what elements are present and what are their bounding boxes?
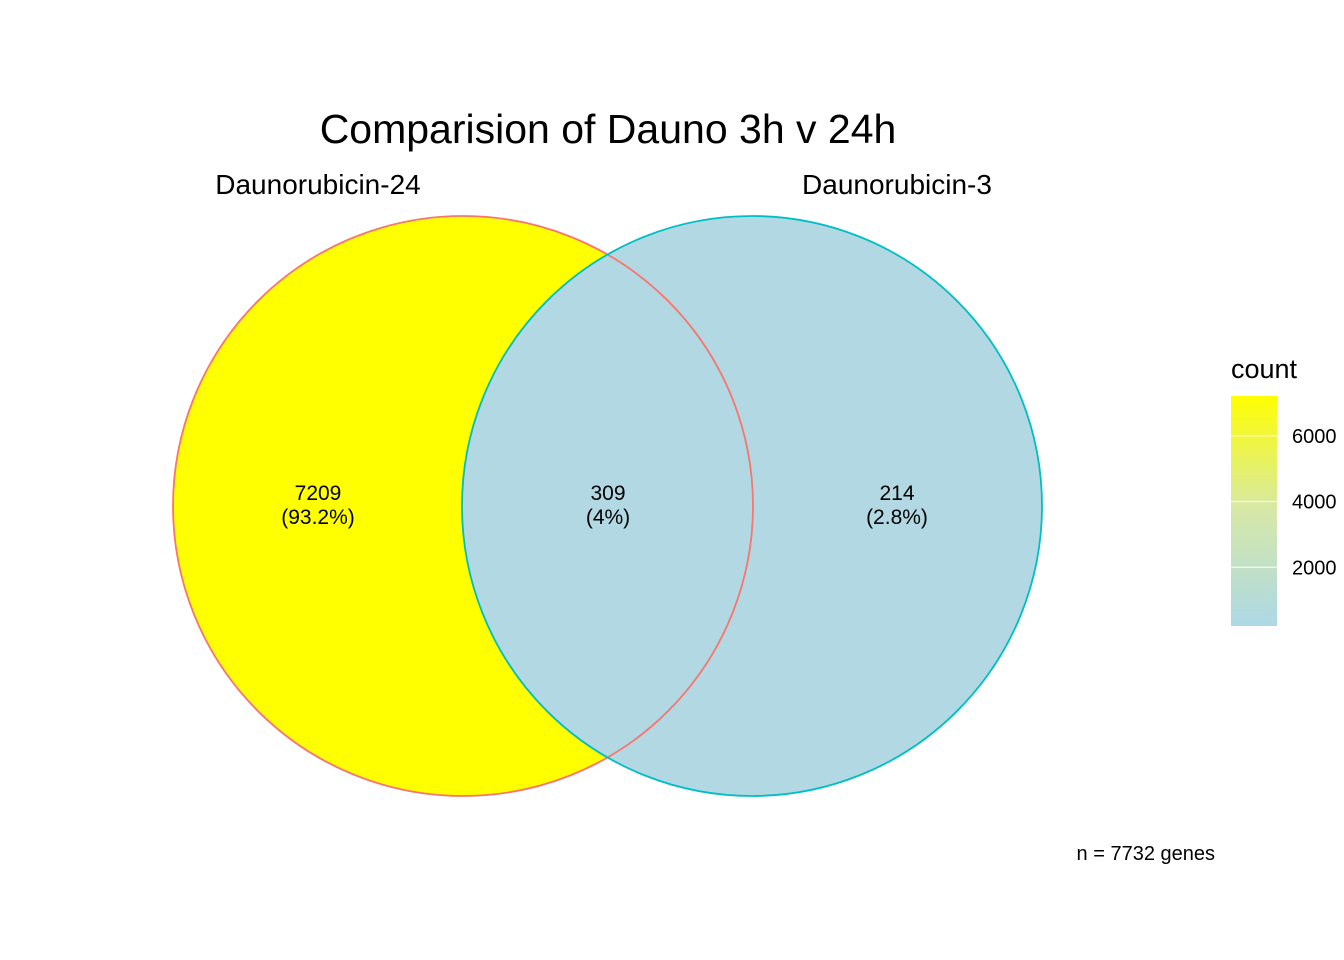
legend-ticks: 6000 4000 2000 [1231,426,1337,579]
set-label-daunorubicin-3: Daunorubicin-3 [802,169,992,200]
caption: n = 7732 genes [1077,843,1215,865]
legend-tick-label: 2000 [1292,557,1337,579]
legend-title: count [1231,354,1298,384]
region-percent-overlap: (4%) [586,506,630,529]
chart-title: Comparision of Dauno 3h v 24h [320,106,897,152]
legend-colorbar [1231,396,1277,626]
region-percent-only-24: (93.2%) [281,506,355,529]
region-overlap [462,216,753,796]
region-count-overlap: 309 [590,482,625,505]
circle-outline-daunorubicin-3 [461,215,1043,797]
set-label-daunorubicin-24: Daunorubicin-24 [215,169,420,200]
legend: count 6000 4000 2000 [1231,354,1337,626]
region-count-only-3: 214 [879,482,914,505]
region-percent-only-3: (2.8%) [866,506,928,529]
legend-tick-label: 4000 [1292,492,1337,514]
legend-tick-label: 6000 [1292,426,1337,448]
circle-outline-daunorubicin-24 [172,215,754,797]
region-count-only-24: 7209 [295,482,342,505]
